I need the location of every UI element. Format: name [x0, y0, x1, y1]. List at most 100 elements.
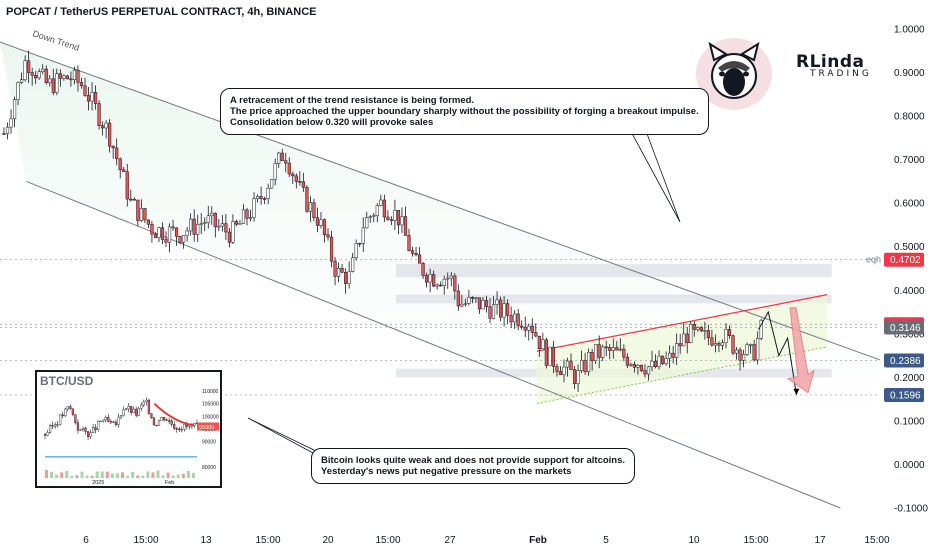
inset-volume-17 — [131, 472, 135, 478]
y-tick-4: 0.6000 — [894, 199, 925, 210]
x-tick-9: 10 — [688, 535, 700, 546]
inset-body-13 — [76, 422, 80, 431]
inset-body-30 — [119, 415, 123, 418]
inset-body-18 — [89, 432, 92, 437]
candle-body-120 — [425, 275, 429, 283]
candle-body-17 — [62, 75, 66, 79]
y-tick-8: 0.2000 — [894, 373, 925, 384]
inset-body-32 — [124, 408, 128, 410]
inset-volume-25 — [171, 475, 175, 478]
inset-y-tick-1: 105000 — [202, 402, 219, 408]
x-tick-10: 15:00 — [743, 535, 768, 546]
candle-body-136 — [481, 300, 485, 310]
candle-body-155 — [548, 346, 552, 366]
inset-volume-22 — [156, 470, 160, 478]
annotation-bottom[interactable]: Bitcoin looks quite weak and does not pr… — [311, 448, 636, 484]
candle-body-101 — [358, 242, 362, 245]
inset-volume-11 — [100, 471, 104, 478]
inset-body-50 — [170, 420, 173, 425]
candle-body-117 — [414, 253, 418, 256]
inset-body-33 — [127, 406, 130, 410]
candle-body-167 — [590, 351, 594, 361]
candle-body-174 — [615, 347, 619, 351]
inset-y-tick-4: 90000 — [202, 440, 216, 446]
candle-body-32 — [115, 147, 119, 160]
candle-body-18 — [65, 75, 69, 80]
price-badge-label-4: 0.1596 — [890, 390, 921, 401]
candle-body-81 — [287, 162, 291, 175]
inset-y-tick-0: 110000 — [202, 389, 219, 395]
candle-body-159 — [562, 366, 566, 375]
inset-body-47 — [162, 416, 166, 421]
inset-volume-0 — [45, 470, 48, 478]
candle-body-194 — [685, 333, 689, 343]
candle-body-193 — [682, 333, 686, 347]
down-trend-upper-line — [0, 41, 881, 361]
candle-body-7 — [27, 60, 31, 73]
candle-body-78 — [277, 152, 281, 164]
candle-body-186 — [657, 355, 661, 368]
inset-volume-28 — [186, 470, 190, 478]
candle-body-198 — [699, 327, 703, 332]
top-note-pointer — [621, 114, 681, 223]
candle-body-83 — [294, 175, 298, 182]
inset-body-42 — [150, 413, 153, 418]
candle-body-104 — [368, 216, 372, 218]
candle-body-206 — [727, 328, 732, 336]
candle-body-4 — [16, 82, 20, 100]
inset-volume-5 — [70, 475, 74, 478]
candle-body-82 — [291, 173, 295, 177]
candle-body-128 — [453, 275, 457, 292]
candle-body-84 — [298, 181, 302, 183]
candle-body-169 — [597, 344, 601, 358]
candle-body-38 — [136, 199, 140, 221]
candle-body-66 — [234, 221, 239, 225]
inset-body-16 — [84, 427, 87, 432]
inset-body-55 — [183, 423, 186, 430]
candle-body-12 — [44, 68, 48, 84]
price-badge-3 — [884, 353, 924, 368]
inset-body-40 — [145, 399, 148, 403]
forecast-path — [758, 310, 797, 395]
inset-volume-15 — [121, 472, 124, 478]
candle-body-65 — [231, 221, 235, 243]
candle-body-121 — [428, 274, 432, 283]
candle-body-143 — [506, 303, 510, 316]
candle-body-176 — [622, 348, 626, 358]
annotation-top[interactable]: A retracement of the trend resistance is… — [220, 88, 709, 135]
candle-body-148 — [523, 326, 527, 331]
candle-body-105 — [372, 215, 376, 217]
candle-body-156 — [551, 346, 555, 367]
candle-body-207 — [731, 335, 735, 354]
inset-volume-4 — [65, 470, 69, 478]
candle-body-152 — [537, 335, 541, 350]
inset-last-badge — [197, 422, 219, 431]
candle-body-166 — [587, 351, 591, 372]
candle-body-94 — [333, 260, 337, 277]
candle-body-183 — [646, 366, 651, 375]
liquidity-zone-0 — [396, 264, 832, 278]
candle-body-96 — [340, 267, 344, 273]
candle-body-60 — [213, 212, 217, 228]
candle-body-45 — [160, 227, 165, 240]
candle-body-27 — [97, 103, 101, 126]
candle-body-144 — [509, 315, 513, 323]
inset-body-44 — [155, 424, 158, 427]
candle-body-39 — [139, 208, 143, 221]
candle-body-124 — [439, 284, 443, 287]
candle-body-214 — [756, 338, 760, 361]
candle-body-190 — [671, 352, 675, 358]
candle-body-5 — [20, 79, 24, 83]
candle-body-165 — [583, 359, 587, 372]
candle-body-162 — [572, 369, 577, 384]
chart-title: POPCAT / TetherUS PERPETUAL CONTRACT, 4h… — [6, 6, 317, 18]
candle-body-49 — [174, 227, 179, 237]
candle-body-54 — [192, 218, 196, 235]
cat-logo-icon — [708, 41, 760, 99]
candle-body-90 — [319, 219, 323, 226]
y-tick-11: -0.1000 — [894, 504, 928, 515]
candle-body-189 — [668, 352, 672, 359]
inset-body-7 — [61, 414, 64, 417]
down-trend-label: Down Trend — [31, 28, 80, 53]
